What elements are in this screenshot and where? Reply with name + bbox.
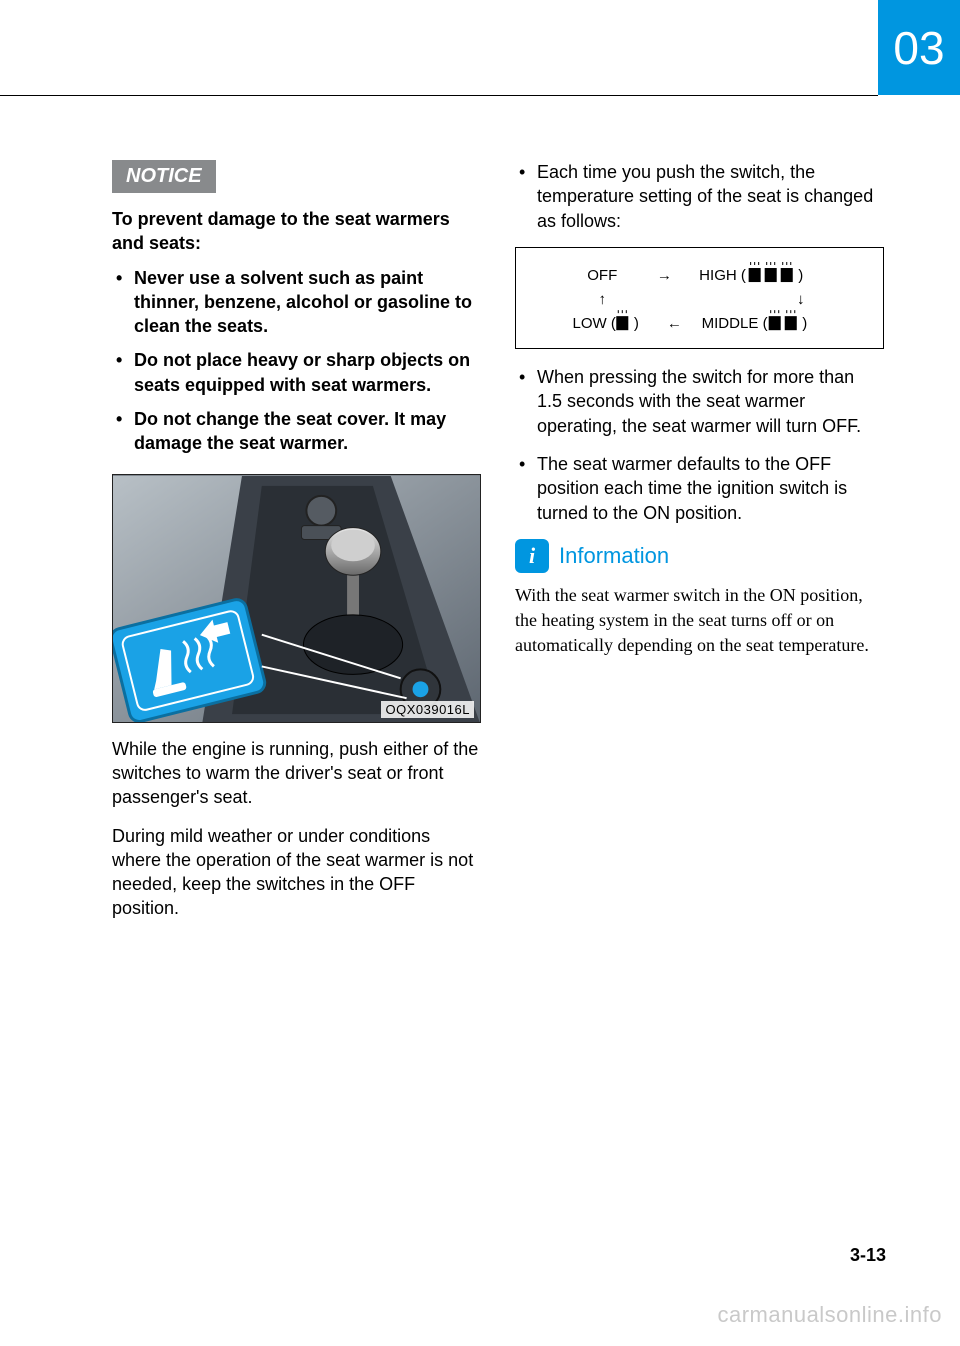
list-item: Each time you push the switch, the tempe… bbox=[515, 160, 884, 233]
cycle-middle-label: MIDDLE ( bbox=[702, 315, 768, 332]
svg-text:): ) bbox=[634, 315, 639, 332]
svg-text:): ) bbox=[802, 315, 807, 332]
svg-text:←: ← bbox=[667, 315, 682, 332]
page-content: NOTICE To prevent damage to the seat war… bbox=[112, 160, 884, 935]
watermark: carmanualsonline.info bbox=[717, 1302, 942, 1328]
information-heading: i Information bbox=[515, 539, 884, 573]
notice-badge: NOTICE bbox=[112, 160, 216, 193]
info-icon: i bbox=[515, 539, 549, 573]
svg-text:↑: ↑ bbox=[598, 291, 606, 308]
list-item: The seat warmer defaults to the OFF posi… bbox=[515, 452, 884, 525]
cycle-high-label: HIGH ( bbox=[699, 267, 746, 284]
info-text: With the seat warmer switch in the ON po… bbox=[515, 583, 884, 659]
body-list: Each time you push the switch, the tempe… bbox=[515, 160, 884, 233]
seat-warmer-photo: OQX039016L bbox=[112, 474, 481, 723]
cycle-low-label: LOW ( bbox=[573, 315, 616, 332]
info-title: Information bbox=[559, 543, 669, 569]
header-rule bbox=[0, 95, 878, 96]
right-column: Each time you push the switch, the tempe… bbox=[515, 160, 884, 935]
body-paragraph: While the engine is running, push either… bbox=[112, 737, 481, 810]
page-number: 3-13 bbox=[850, 1245, 886, 1266]
svg-text:→: → bbox=[657, 267, 672, 284]
interior-illustration bbox=[113, 475, 480, 723]
left-column: NOTICE To prevent damage to the seat war… bbox=[112, 160, 481, 935]
body-list: When pressing the switch for more than 1… bbox=[515, 365, 884, 525]
notice-item: Do not place heavy or sharp objects on s… bbox=[112, 348, 481, 397]
temperature-cycle-diagram: OFF → HIGH ( ) bbox=[515, 247, 884, 349]
cycle-off-label: OFF bbox=[587, 267, 617, 284]
notice-item: Do not change the seat cover. It may dam… bbox=[112, 407, 481, 456]
svg-text:↓: ↓ bbox=[797, 291, 805, 308]
cycle-svg: OFF → HIGH ( ) bbox=[524, 260, 875, 340]
svg-text:): ) bbox=[798, 267, 803, 284]
photo-id-label: OQX039016L bbox=[381, 701, 474, 718]
chapter-tab: 03 bbox=[878, 0, 960, 95]
list-item: When pressing the switch for more than 1… bbox=[515, 365, 884, 438]
notice-item: Never use a solvent such as paint thinne… bbox=[112, 266, 481, 339]
notice-intro: To prevent damage to the seat warmers an… bbox=[112, 207, 481, 256]
notice-list: Never use a solvent such as paint thinne… bbox=[112, 266, 481, 456]
body-paragraph: During mild weather or under conditions … bbox=[112, 824, 481, 921]
